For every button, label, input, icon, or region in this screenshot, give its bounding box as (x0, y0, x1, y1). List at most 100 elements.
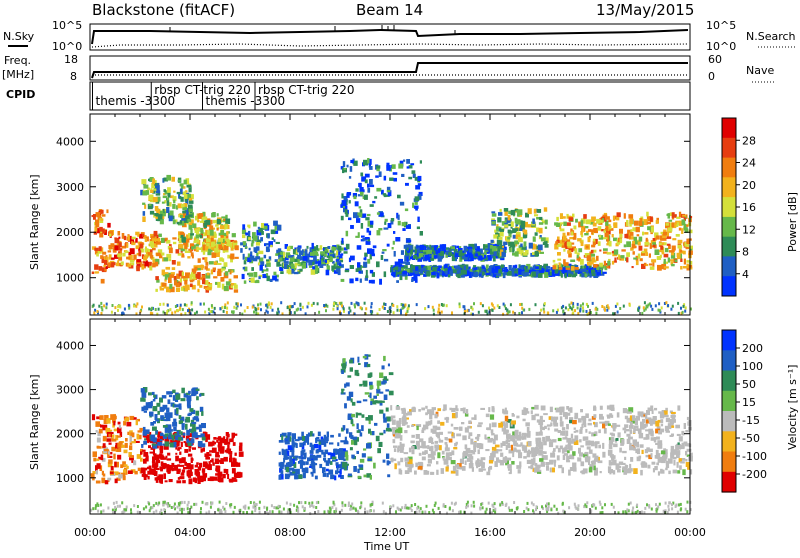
heatmap-cell (602, 272, 607, 274)
heatmap-cell (229, 454, 232, 459)
heatmap-cell (365, 276, 368, 279)
heatmap-cell (452, 254, 455, 259)
heatmap-cell (124, 236, 127, 240)
heatmap-cell (312, 243, 314, 249)
heatmap-cell (528, 208, 532, 214)
heatmap-cell (459, 427, 463, 431)
heatmap-cell (657, 256, 661, 260)
heatmap-cell (186, 304, 188, 307)
heatmap-cell (169, 248, 173, 254)
heatmap-cell (482, 271, 485, 275)
heatmap-cell (381, 381, 384, 384)
heatmap-cell (226, 307, 228, 310)
heatmap-cell (593, 223, 597, 227)
heatmap-cell (592, 257, 596, 262)
heatmap-cell (540, 430, 542, 433)
heatmap-cell (502, 270, 505, 272)
heatmap-cell (545, 244, 549, 248)
heatmap-cell (316, 439, 320, 441)
heatmap-cell (574, 416, 577, 419)
heatmap-cell (325, 260, 327, 263)
heatmap-cell (429, 411, 434, 415)
heatmap-cell (662, 238, 667, 241)
heatmap-cell (184, 280, 187, 285)
heatmap-cell (493, 256, 496, 262)
heatmap-cell (299, 251, 304, 256)
heatmap-cell (291, 451, 294, 457)
heatmap-cell (156, 253, 160, 257)
heatmap-cell (315, 476, 318, 480)
heatmap-cell (348, 218, 351, 221)
heatmap-cell (677, 302, 679, 305)
heatmap-cell (335, 470, 338, 474)
freq-tick-bottom: 8 (70, 70, 77, 83)
heatmap-cell (411, 265, 414, 268)
heatmap-cell (180, 304, 182, 307)
heatmap-cell (185, 285, 190, 291)
heatmap-cell (167, 467, 171, 471)
heatmap-cell (566, 266, 570, 268)
heatmap-cell (377, 448, 381, 453)
heatmap-cell (192, 422, 197, 424)
heatmap-cell (346, 231, 349, 237)
heatmap-cell (635, 419, 638, 425)
heatmap-cell (393, 172, 398, 175)
heatmap-cell (109, 234, 111, 237)
heatmap-cell (650, 433, 653, 437)
heatmap-cell (511, 445, 513, 451)
heatmap-cell (240, 242, 243, 245)
heatmap-cell (183, 467, 187, 469)
heatmap-cell (356, 218, 360, 223)
heatmap-cell (463, 408, 466, 414)
heatmap-cell (182, 308, 184, 311)
heatmap-cell (143, 427, 146, 431)
heatmap-cell (140, 398, 144, 402)
heatmap-cell (484, 434, 486, 439)
heatmap-cell (393, 434, 395, 436)
heatmap-cell (225, 219, 230, 225)
heatmap-cell (325, 250, 328, 252)
heatmap-cell (641, 251, 644, 253)
heatmap-cell (473, 302, 475, 305)
freq-panel (90, 56, 690, 80)
heatmap-cell (543, 413, 548, 415)
heatmap-cell (491, 211, 495, 213)
heatmap-cell (599, 235, 601, 238)
heatmap-cell (379, 212, 384, 216)
heatmap-cell (403, 160, 405, 162)
heatmap-cell (490, 273, 493, 276)
heatmap-cell (425, 255, 430, 261)
heatmap-cell (204, 311, 206, 314)
heatmap-cell (392, 247, 394, 250)
heatmap-cell (188, 475, 191, 478)
heatmap-cell (181, 249, 185, 252)
heatmap-cell (680, 307, 682, 310)
heatmap-cell (203, 448, 206, 452)
heatmap-cell (606, 266, 609, 268)
heatmap-cell (189, 408, 193, 412)
heatmap-cell (215, 224, 219, 226)
heatmap-cell (632, 266, 634, 268)
heatmap-cell (662, 252, 665, 255)
heatmap-cell (557, 252, 561, 256)
heatmap-cell (236, 307, 238, 310)
heatmap-cell (686, 239, 690, 244)
heatmap-cell (203, 303, 205, 306)
heatmap-cell (630, 422, 633, 426)
heatmap-cell (208, 308, 210, 311)
heatmap-cell (442, 451, 445, 455)
heatmap-cell (122, 246, 127, 249)
heatmap-cell (681, 431, 684, 436)
heatmap-cell (158, 308, 160, 311)
heatmap-cell (534, 214, 538, 216)
heatmap-cell (556, 217, 559, 221)
heatmap-cell (106, 418, 110, 424)
heatmap-cell (518, 469, 521, 473)
heatmap-cell (258, 276, 260, 279)
heatmap-cell (299, 269, 302, 272)
heatmap-cell (130, 436, 132, 442)
heatmap-cell (320, 245, 323, 250)
heatmap-cell (227, 474, 229, 479)
heatmap-cell (248, 226, 250, 229)
heatmap-cell (598, 241, 601, 246)
